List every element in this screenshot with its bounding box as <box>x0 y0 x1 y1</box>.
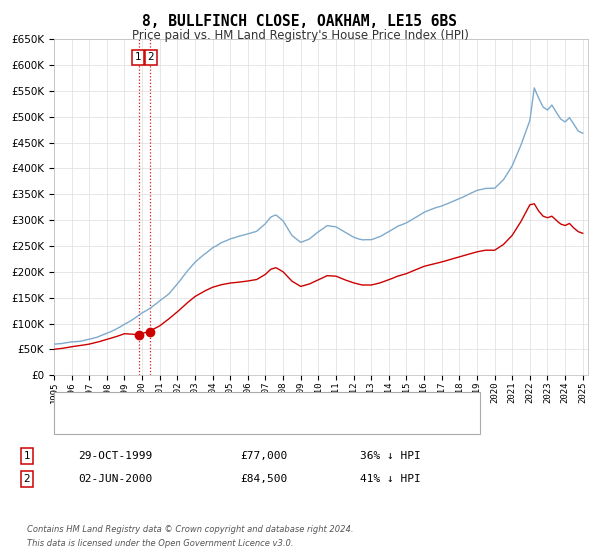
Text: Price paid vs. HM Land Registry's House Price Index (HPI): Price paid vs. HM Land Registry's House … <box>131 29 469 42</box>
Text: 1: 1 <box>23 451 31 461</box>
Text: 1: 1 <box>135 52 142 62</box>
Text: £84,500: £84,500 <box>240 474 287 484</box>
Text: 2: 2 <box>148 52 154 62</box>
Text: 8, BULLFINCH CLOSE, OAKHAM, LE15 6BS (detached house): 8, BULLFINCH CLOSE, OAKHAM, LE15 6BS (de… <box>93 399 404 409</box>
Text: 8, BULLFINCH CLOSE, OAKHAM, LE15 6BS: 8, BULLFINCH CLOSE, OAKHAM, LE15 6BS <box>143 14 458 29</box>
Text: HPI: Average price, detached house, Rutland: HPI: Average price, detached house, Rutl… <box>93 417 326 427</box>
Text: This data is licensed under the Open Government Licence v3.0.: This data is licensed under the Open Gov… <box>27 539 293 548</box>
Text: 41% ↓ HPI: 41% ↓ HPI <box>360 474 421 484</box>
Text: Contains HM Land Registry data © Crown copyright and database right 2024.: Contains HM Land Registry data © Crown c… <box>27 525 353 534</box>
Text: 2: 2 <box>23 474 31 484</box>
Text: 02-JUN-2000: 02-JUN-2000 <box>78 474 152 484</box>
Text: 29-OCT-1999: 29-OCT-1999 <box>78 451 152 461</box>
Text: £77,000: £77,000 <box>240 451 287 461</box>
Text: 36% ↓ HPI: 36% ↓ HPI <box>360 451 421 461</box>
